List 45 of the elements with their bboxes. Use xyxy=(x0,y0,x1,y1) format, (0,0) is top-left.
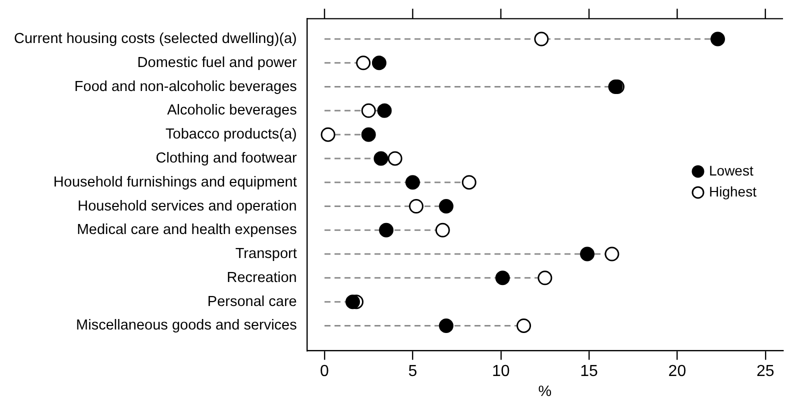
point xyxy=(388,151,402,166)
y-tick-label: Household services and operation xyxy=(78,198,297,214)
x-tick-label: 20 xyxy=(668,362,686,380)
point xyxy=(580,246,595,262)
point xyxy=(320,127,336,142)
legend-label: Lowest xyxy=(709,162,754,178)
point xyxy=(361,103,376,118)
y-tick-label: Food and non-alcoholic beverages xyxy=(74,78,297,95)
y-tick-label: Clothing and footwear xyxy=(156,150,298,166)
x-tick-label: 10 xyxy=(492,362,510,380)
point xyxy=(374,151,388,166)
point xyxy=(604,246,620,262)
x-tick-label: 15 xyxy=(580,362,598,380)
x-tick-label: 0 xyxy=(320,362,330,380)
point xyxy=(710,32,726,46)
y-tick-label: Domestic fuel and power xyxy=(137,54,298,71)
point xyxy=(516,318,532,333)
y-tick-label: Medical care and health expenses xyxy=(76,222,297,238)
x-axis-title: % xyxy=(538,383,552,400)
y-tick-label: Current housing costs (selected dwelling)(a) xyxy=(14,31,297,48)
y-tick-label: Household furnishings and equipment xyxy=(53,174,297,190)
point xyxy=(345,294,360,310)
point xyxy=(538,270,552,286)
point xyxy=(405,175,420,190)
point xyxy=(378,222,394,238)
point xyxy=(534,32,549,46)
y-tick-label: Personal care xyxy=(207,294,297,310)
point xyxy=(495,270,510,286)
point xyxy=(377,103,392,118)
y-tick-label: Miscellaneous goods and services xyxy=(76,318,297,334)
point xyxy=(361,127,376,142)
point xyxy=(435,222,450,238)
x-tick-label: 25 xyxy=(756,362,774,380)
y-tick-label: Tobacco products(a) xyxy=(166,126,297,143)
y-tick-label: Recreation xyxy=(226,270,297,286)
point xyxy=(372,56,386,70)
x-tick-label: 5 xyxy=(408,362,418,380)
point xyxy=(462,175,476,190)
legend-label: Highest xyxy=(709,183,757,200)
y-tick-label: Transport xyxy=(235,246,297,262)
point xyxy=(356,56,371,70)
y-tick-label: Alcoholic beverages xyxy=(167,102,297,119)
point xyxy=(438,318,454,333)
point xyxy=(408,199,424,214)
point xyxy=(438,199,454,214)
